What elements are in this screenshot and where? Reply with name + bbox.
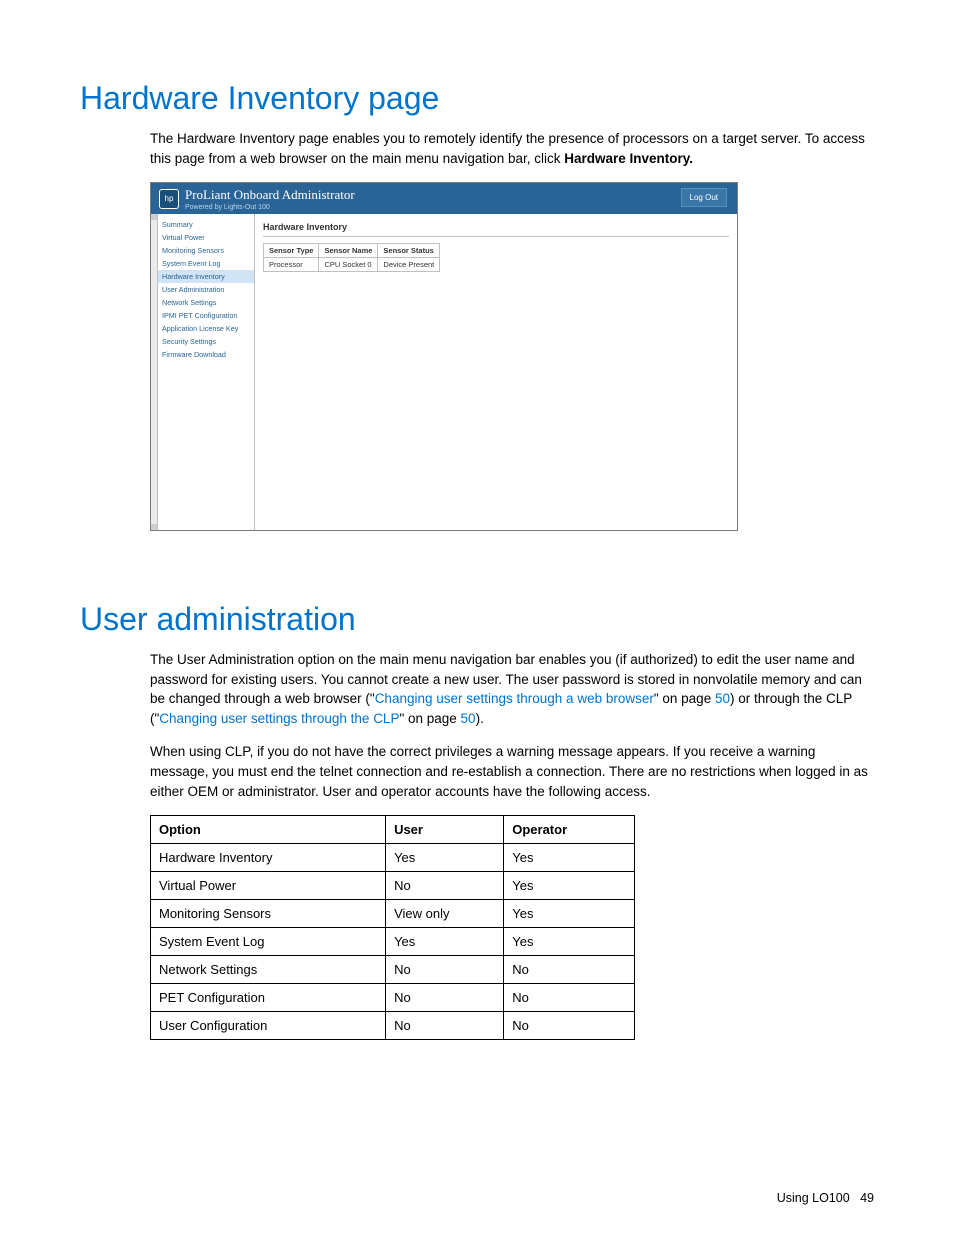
- access-operator: No: [504, 1012, 635, 1040]
- table-row: Network Settings No No: [151, 956, 635, 984]
- table-row: Virtual Power No Yes: [151, 872, 635, 900]
- access-operator: Yes: [504, 872, 635, 900]
- nav-summary[interactable]: Summary: [158, 218, 254, 231]
- table-row: PET Configuration No No: [151, 984, 635, 1012]
- screenshot-table-row: Processor CPU Socket 0 Device Present: [264, 258, 440, 272]
- screenshot-app-name: ProLiant Onboard Administrator: [185, 187, 355, 202]
- access-user: No: [386, 872, 504, 900]
- access-operator: Yes: [504, 900, 635, 928]
- table-row: User Configuration No No: [151, 1012, 635, 1040]
- nav-system-event-log[interactable]: System Event Log: [158, 257, 254, 270]
- access-th-operator: Operator: [504, 816, 635, 844]
- access-operator: Yes: [504, 844, 635, 872]
- access-table: Option User Operator Hardware Inventory …: [150, 815, 635, 1040]
- nav-firmware-download[interactable]: Firmware Download: [158, 348, 254, 361]
- screenshot-main: Hardware Inventory Sensor Type Sensor Na…: [255, 214, 737, 530]
- shot-th-type: Sensor Type: [264, 244, 319, 258]
- shot-th-name: Sensor Name: [319, 244, 378, 258]
- screenshot-table: Sensor Type Sensor Name Sensor Status Pr…: [263, 243, 440, 272]
- nav-security-settings[interactable]: Security Settings: [158, 335, 254, 348]
- footer-page: 49: [860, 1191, 874, 1205]
- access-user: Yes: [386, 928, 504, 956]
- access-user: View only: [386, 900, 504, 928]
- access-option: Network Settings: [151, 956, 386, 984]
- shot-td-name: CPU Socket 0: [319, 258, 378, 272]
- nav-network-settings[interactable]: Network Settings: [158, 296, 254, 309]
- nav-monitoring-sensors[interactable]: Monitoring Sensors: [158, 244, 254, 257]
- link-page50-a[interactable]: 50: [715, 691, 730, 706]
- access-user: No: [386, 956, 504, 984]
- s2p1-e: ).: [476, 711, 484, 726]
- access-option: PET Configuration: [151, 984, 386, 1012]
- page-footer: Using LO100 49: [777, 1191, 874, 1205]
- access-th-option: Option: [151, 816, 386, 844]
- logout-button[interactable]: Log Out: [681, 188, 727, 207]
- section2-para2: When using CLP, if you do not have the c…: [150, 742, 874, 801]
- section1-paragraph: The Hardware Inventory page enables you …: [150, 129, 874, 168]
- access-user: No: [386, 1012, 504, 1040]
- screenshot-frame: hp ProLiant Onboard Administrator Powere…: [150, 182, 738, 531]
- section2-title: User administration: [80, 601, 874, 638]
- s2p1-d: " on page: [399, 711, 460, 726]
- screenshot-sidebar: Summary Virtual Power Monitoring Sensors…: [158, 214, 255, 530]
- access-th-user: User: [386, 816, 504, 844]
- section2-para1: The User Administration option on the ma…: [150, 650, 874, 728]
- section1-para-bold: Hardware Inventory.: [564, 151, 693, 166]
- s2p1-b: " on page: [654, 691, 715, 706]
- access-option: Hardware Inventory: [151, 844, 386, 872]
- hp-logo-icon: hp: [159, 189, 179, 209]
- link-page50-b[interactable]: 50: [461, 711, 476, 726]
- table-row: Monitoring Sensors View only Yes: [151, 900, 635, 928]
- screenshot-topbar: hp ProLiant Onboard Administrator Powere…: [151, 183, 737, 214]
- access-operator: No: [504, 984, 635, 1012]
- access-option: Monitoring Sensors: [151, 900, 386, 928]
- nav-hardware-inventory[interactable]: Hardware Inventory: [158, 270, 254, 283]
- screenshot-scrollbar[interactable]: [151, 214, 158, 530]
- shot-td-type: Processor: [264, 258, 319, 272]
- access-operator: Yes: [504, 928, 635, 956]
- shot-th-status: Sensor Status: [378, 244, 440, 258]
- shot-td-status: Device Present: [378, 258, 440, 272]
- access-header-row: Option User Operator: [151, 816, 635, 844]
- screenshot-table-header-row: Sensor Type Sensor Name Sensor Status: [264, 244, 440, 258]
- screenshot-app-subtitle: Powered by Lights-Out 100: [185, 204, 355, 211]
- nav-ipmi-pet[interactable]: IPMI PET Configuration: [158, 309, 254, 322]
- screenshot-app-title-block: ProLiant Onboard Administrator Powered b…: [185, 186, 355, 211]
- section1-para-text: The Hardware Inventory page enables you …: [150, 131, 865, 166]
- access-user: No: [386, 984, 504, 1012]
- nav-virtual-power[interactable]: Virtual Power: [158, 231, 254, 244]
- screenshot-main-heading: Hardware Inventory: [263, 220, 729, 237]
- footer-label: Using LO100: [777, 1191, 850, 1205]
- access-option: System Event Log: [151, 928, 386, 956]
- nav-user-administration[interactable]: User Administration: [158, 283, 254, 296]
- access-user: Yes: [386, 844, 504, 872]
- link-changing-clp[interactable]: Changing user settings through the CLP: [159, 711, 399, 726]
- page: Hardware Inventory page The Hardware Inv…: [0, 0, 954, 1235]
- link-changing-web[interactable]: Changing user settings through a web bro…: [375, 691, 654, 706]
- table-row: Hardware Inventory Yes Yes: [151, 844, 635, 872]
- nav-app-license[interactable]: Application License Key: [158, 322, 254, 335]
- table-row: System Event Log Yes Yes: [151, 928, 635, 956]
- access-option: Virtual Power: [151, 872, 386, 900]
- screenshot-body: Summary Virtual Power Monitoring Sensors…: [151, 214, 737, 530]
- access-operator: No: [504, 956, 635, 984]
- access-option: User Configuration: [151, 1012, 386, 1040]
- section1-title: Hardware Inventory page: [80, 80, 874, 117]
